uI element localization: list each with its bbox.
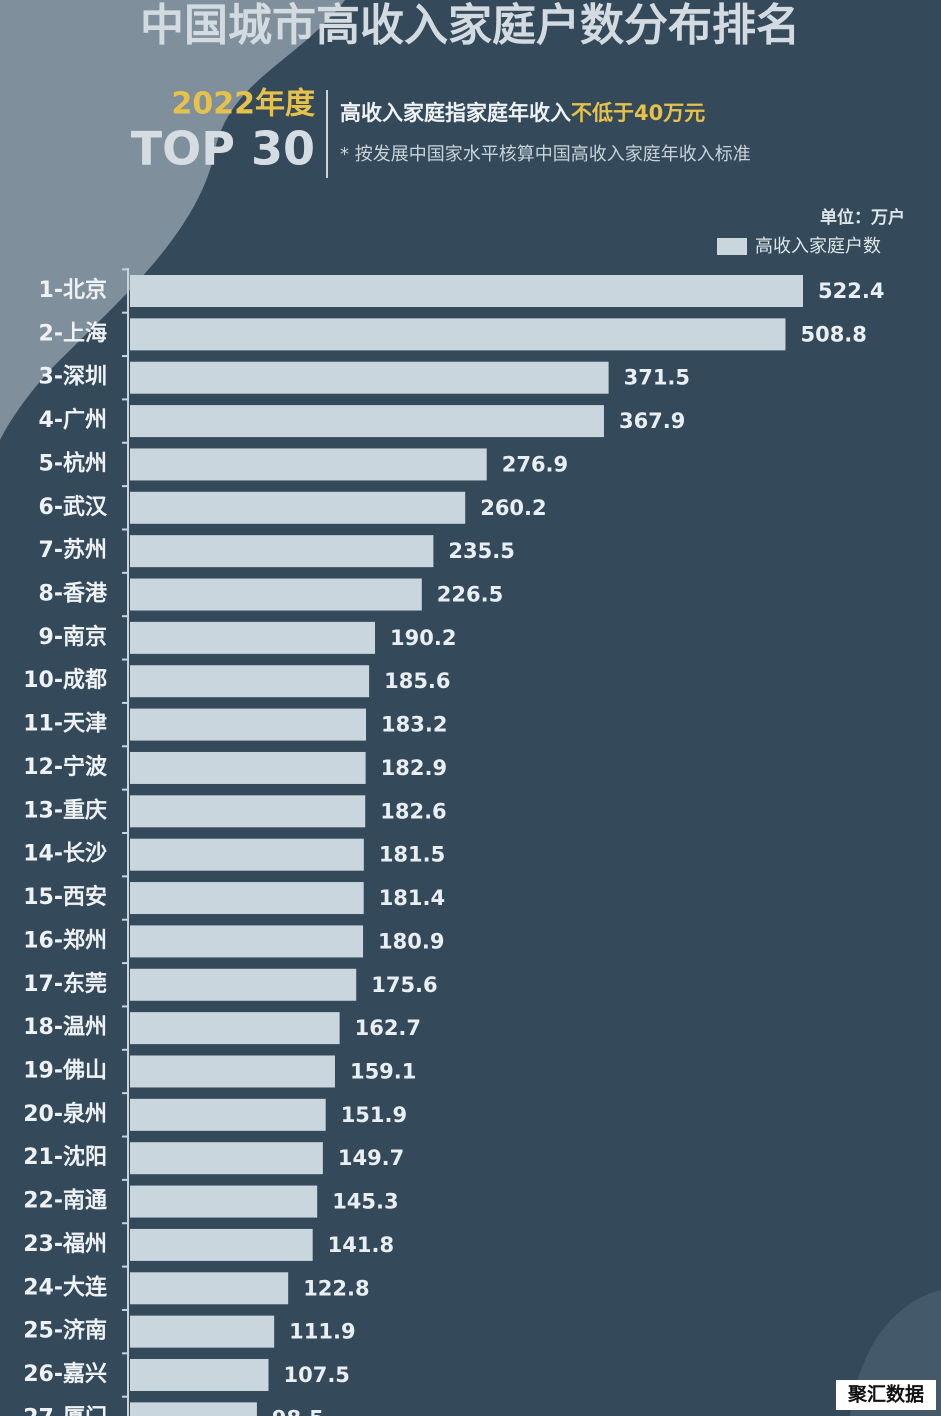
- value-label: 235.5: [448, 539, 514, 563]
- category-label: 1-北京: [39, 277, 107, 303]
- bar: [130, 1402, 257, 1416]
- category-label: 4-广州: [39, 407, 107, 433]
- category-label: 3-深圳: [39, 365, 107, 390]
- category-label: 11-天津: [23, 711, 107, 737]
- value-label: 182.6: [380, 799, 446, 823]
- category-label: 18-温州: [23, 1015, 107, 1040]
- category-label: 8-香港: [39, 582, 108, 607]
- bar: [130, 1359, 269, 1391]
- category-label: 22-南通: [23, 1189, 107, 1214]
- value-label: 107.5: [283, 1363, 349, 1387]
- bar: [130, 1228, 313, 1261]
- bar: [130, 535, 434, 568]
- bar: [130, 882, 364, 915]
- note-text: 高收入家庭指家庭年收入: [340, 101, 571, 125]
- bar: [130, 361, 609, 394]
- category-label: 16-郑州: [23, 928, 107, 953]
- bar: [130, 838, 364, 871]
- value-label: 111.9: [289, 1320, 355, 1344]
- value-label: 122.8: [303, 1276, 369, 1300]
- value-label: 260.2: [480, 496, 546, 520]
- bar: [130, 318, 786, 351]
- value-label: 185.6: [384, 669, 450, 693]
- value-label: 367.9: [619, 409, 685, 433]
- value-label: 226.5: [437, 583, 503, 607]
- value-label: 183.2: [381, 713, 447, 737]
- value-label: 276.9: [502, 452, 568, 476]
- category-label: 17-东莞: [23, 971, 107, 997]
- note: 高收入家庭指家庭年收入不低于40万元: [340, 101, 705, 125]
- category-label: 2-上海: [39, 320, 107, 346]
- category-label: 10-成都: [23, 668, 107, 693]
- bar: [130, 708, 367, 741]
- bar: [130, 665, 370, 698]
- category-label: 26-嘉兴: [23, 1362, 107, 1387]
- value-label: 190.2: [390, 626, 456, 650]
- bar: [130, 448, 487, 481]
- value-label: 175.6: [371, 973, 437, 997]
- bar: [130, 795, 366, 828]
- watermark-box: [836, 1380, 936, 1410]
- category-label: 23-福州: [23, 1232, 107, 1257]
- category-label: 14-长沙: [23, 842, 107, 867]
- category-label: 24-大连: [23, 1274, 108, 1300]
- category-label: 5-杭州: [39, 450, 107, 476]
- bar: [130, 1098, 326, 1131]
- bar: [130, 491, 466, 524]
- category-label: 27-厦门: [23, 1404, 107, 1416]
- bar: [130, 1012, 340, 1045]
- value-label: 522.4: [818, 279, 884, 303]
- unit-label: 单位：万户: [820, 207, 905, 228]
- bar: [130, 751, 366, 784]
- bar: [130, 578, 422, 611]
- watermark: 聚汇数据: [847, 1383, 924, 1406]
- category-label: 15-西安: [23, 884, 107, 910]
- chart-title: 中国城市高收入家庭户数分布排名: [140, 0, 800, 51]
- bar: [130, 275, 803, 307]
- bar: [130, 1185, 318, 1218]
- bar: [130, 621, 376, 654]
- value-label: 180.9: [378, 929, 444, 953]
- value-label: 98.5: [272, 1406, 324, 1416]
- bar: [130, 968, 357, 1001]
- category-label: 20-泉州: [23, 1101, 107, 1127]
- value-label: 182.9: [381, 756, 447, 780]
- category-label: 13-重庆: [23, 797, 107, 823]
- legend-swatch: [717, 238, 747, 255]
- bar: [130, 405, 604, 438]
- value-label: 181.5: [379, 843, 445, 867]
- bar: [130, 925, 364, 958]
- category-label: 21-沈阳: [23, 1145, 107, 1170]
- bar: [130, 1272, 289, 1305]
- value-label: 508.8: [800, 322, 866, 346]
- value-label: 151.9: [341, 1103, 407, 1127]
- legend-label: 高收入家庭户数: [755, 236, 881, 257]
- bar: [130, 1142, 323, 1175]
- value-label: 159.1: [350, 1059, 416, 1083]
- top-label: TOP 30: [131, 122, 315, 176]
- footnote: * 按发展中国家水平核算中国高收入家庭年收入标准: [340, 144, 751, 165]
- bar: [130, 1315, 275, 1348]
- value-label: 149.7: [338, 1146, 404, 1170]
- category-label: 19-佛山: [23, 1058, 107, 1083]
- category-label: 12-宁波: [23, 754, 108, 780]
- value-label: 145.3: [332, 1190, 398, 1214]
- bar: [130, 1055, 335, 1088]
- background-shape: [0, 0, 345, 440]
- category-label: 7-苏州: [39, 537, 107, 563]
- value-label: 371.5: [624, 366, 690, 390]
- category-label: 6-武汉: [39, 495, 108, 520]
- value-label: 141.8: [328, 1233, 394, 1257]
- year-label: 2022年度: [172, 87, 316, 122]
- note-highlight: 不低于40万元: [571, 101, 705, 125]
- value-label: 181.4: [379, 886, 445, 910]
- category-label: 9-南京: [39, 624, 107, 650]
- category-label: 25-济南: [23, 1318, 107, 1344]
- value-label: 162.7: [355, 1016, 421, 1040]
